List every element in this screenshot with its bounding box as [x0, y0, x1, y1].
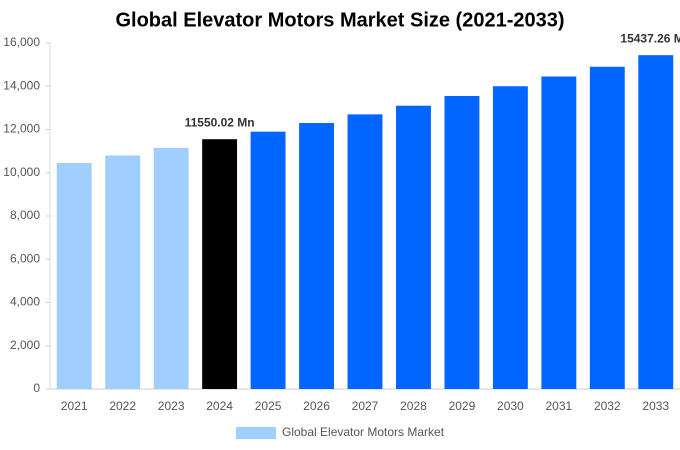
bar [202, 139, 238, 389]
bar [492, 86, 528, 389]
bar [153, 147, 189, 389]
bar [299, 123, 334, 389]
data-label: 11550.02 Mn [185, 115, 255, 129]
bar [444, 95, 480, 389]
data-label: 15437.26 Mn [620, 31, 680, 45]
x-tick-label: 2032 [594, 399, 621, 413]
x-tick-label: 2022 [109, 399, 136, 413]
y-tick-label: 6,000 [10, 251, 40, 265]
y-tick-label: 8,000 [10, 208, 40, 222]
x-tick-label: 2027 [352, 399, 379, 413]
x-tick-label: 2025 [255, 399, 282, 413]
x-tick-label: 2030 [497, 399, 524, 413]
x-tick-label: 2026 [303, 399, 330, 413]
x-tick-label: 2031 [545, 399, 572, 413]
x-tick-label: 2023 [158, 399, 185, 413]
x-tick-label: 2021 [61, 399, 88, 413]
legend-swatch [236, 427, 276, 439]
bar [105, 155, 141, 389]
bar [589, 66, 625, 389]
x-tick-label: 2028 [400, 399, 427, 413]
x-tick-label: 2024 [206, 399, 233, 413]
legend-label: Global Elevator Motors Market [282, 425, 445, 439]
x-tick-label: 2033 [642, 399, 669, 413]
y-tick-label: 2,000 [10, 338, 40, 352]
bar [638, 55, 674, 390]
y-tick-label: 12,000 [3, 122, 40, 136]
bar [396, 105, 431, 390]
bar [56, 163, 92, 389]
chart-title: Global Elevator Motors Market Size (2021… [115, 9, 564, 31]
y-tick-label: 16,000 [3, 35, 40, 49]
bar [347, 114, 383, 390]
y-tick-label: 0 [33, 381, 40, 395]
y-tick-label: 4,000 [10, 295, 40, 309]
y-tick-label: 10,000 [3, 165, 40, 179]
x-tick-label: 2029 [449, 399, 476, 413]
y-tick-label: 14,000 [3, 78, 40, 92]
bar [541, 76, 577, 390]
bar [250, 131, 286, 389]
